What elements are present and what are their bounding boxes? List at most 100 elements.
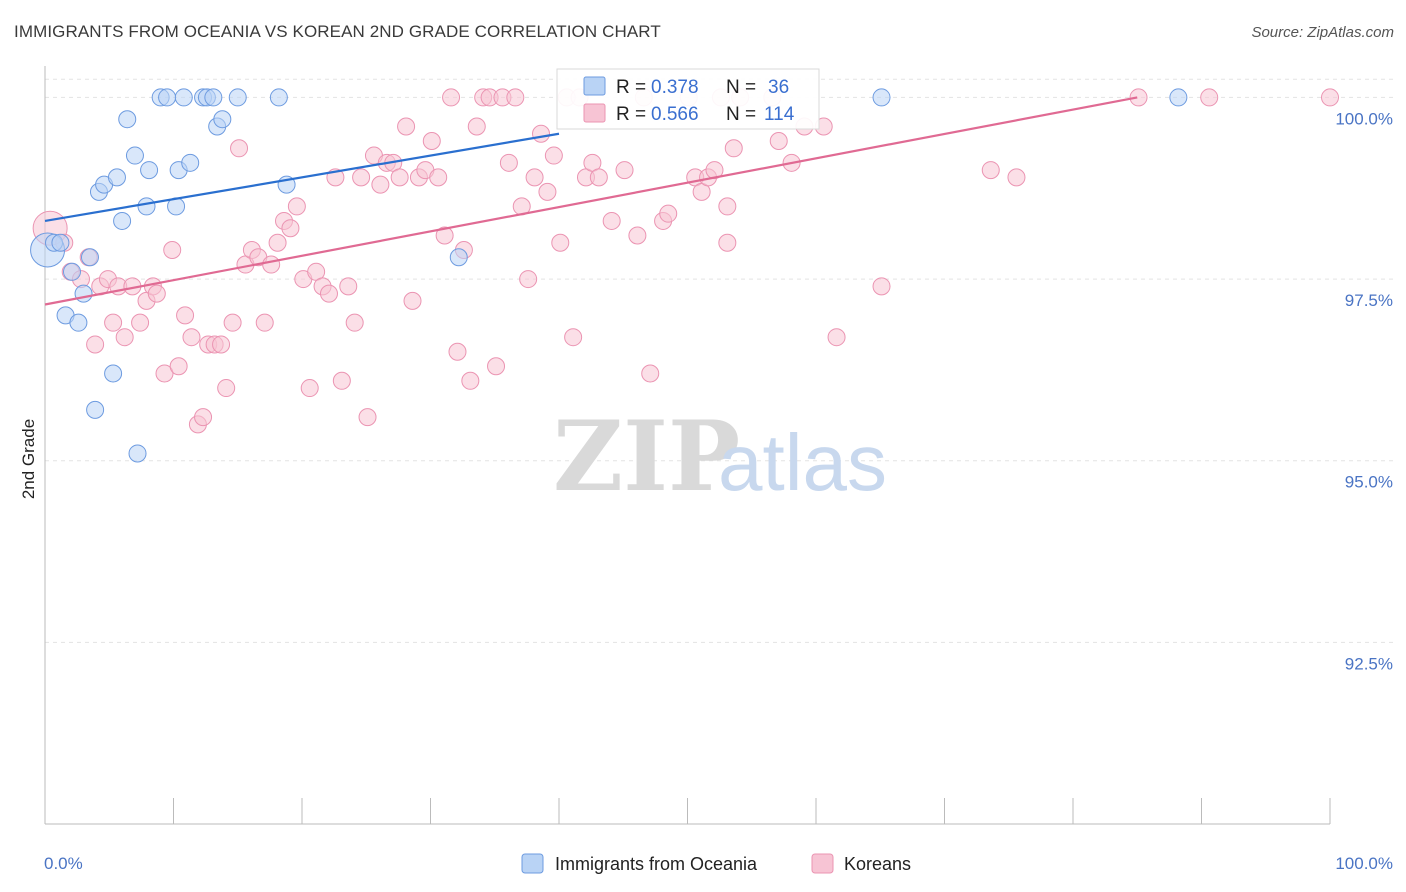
oceania-point [62,262,81,281]
chart-title: IMMIGRANTS FROM OCEANIA VS KOREAN 2ND GR… [14,22,661,41]
korean-point [104,313,123,332]
korean-point [487,357,506,376]
korean-point [155,364,174,383]
korean-point [551,233,570,252]
korean-point [499,153,518,172]
korean-point [182,328,201,347]
stats-r-value-pink: 0.566 [651,104,699,125]
korean-point [176,306,195,325]
oceania-point [181,153,200,172]
watermark-atlas: atlas [718,418,887,507]
oceania-point [1169,88,1188,107]
korean-point [345,313,364,332]
oceania-point [118,110,137,129]
korean-point [262,255,281,274]
oceania-point [158,88,177,107]
korean-point [403,291,422,310]
stats-r-label-blue: R = [616,77,646,98]
korean-point [827,328,846,347]
korean-point [506,88,525,107]
trend-lines [44,96,1138,306]
stats-n-label-pink: N = [726,104,756,125]
series-legend: Immigrants from Oceania Koreans [521,853,911,874]
y-tick-label: 92.5% [1345,654,1393,673]
korean-point [169,357,188,376]
stats-legend-swatch-blue [583,76,606,96]
korean-point [872,277,891,296]
korean-point [131,313,150,332]
oceania-point [125,146,144,165]
oceania-point [228,88,247,107]
korean-point [287,197,306,216]
korean-point [724,139,743,158]
korean-point [628,226,647,245]
stats-n-label-blue: N = [726,77,756,98]
korean-point [255,313,274,332]
watermark: ZIP atlas [553,400,887,513]
oceania-point [872,88,891,107]
oceania-point [269,88,288,107]
koreans-points [32,88,1339,434]
korean-point [769,132,788,151]
korean-point [981,161,1000,180]
korean-point [589,168,608,187]
korean-point [1321,88,1339,107]
korean-point [358,408,377,427]
oceania-point [174,88,193,107]
korean-point [718,197,737,216]
korean-point [564,328,583,347]
korean-point [422,132,441,151]
x-tick-label-max: 100.0% [1335,854,1393,873]
korean-point [461,371,480,390]
korean-point [371,175,390,194]
korean-point [1200,88,1219,107]
watermark-zip: ZIP [553,400,740,513]
korean-point [194,408,213,427]
x-tick-label-min: 0.0% [44,854,83,873]
oceania-point [51,233,70,252]
korean-point [1007,168,1026,187]
korean-point [352,168,371,187]
oceania-point [204,88,223,107]
stats-legend-swatch-pink [583,103,606,123]
oceania-point [69,313,88,332]
oceania-point [140,161,159,180]
korean-point [519,270,538,289]
source-credit: Source: ZipAtlas.com [1251,24,1394,41]
korean-point [217,379,236,398]
stats-legend: R = 0.378 N = 36 R = 0.566 N = 114 [556,68,820,130]
oceania-point [107,168,126,187]
oceania-point [74,284,93,303]
y-tick-label: 95.0% [1345,473,1393,492]
korean-point [525,168,544,187]
y-axis-title: 2nd Grade [19,419,38,499]
korean-point [429,168,448,187]
korean-point [281,219,300,238]
korean-point [230,139,249,158]
oceania-point [104,364,123,383]
oceania-point [137,197,156,216]
korean-point [641,364,660,383]
korean-point [397,117,416,136]
y-tick-label: 100.0% [1335,109,1393,128]
korean-point [544,146,563,165]
korean-point [223,313,242,332]
korean-point [339,277,358,296]
korean-point [332,371,351,390]
korean-point [442,88,461,107]
stats-n-value-pink: 114 [764,104,795,125]
legend-swatch-koreans [811,853,834,874]
oceania-point [128,444,147,463]
korean-point [615,161,634,180]
stats-r-label-pink: R = [616,104,646,125]
legend-swatch-oceania [521,853,544,874]
legend-label-koreans: Koreans [844,854,911,874]
korean-point [435,226,454,245]
korean-point [467,117,486,136]
stats-n-value-blue: 36 [768,77,789,98]
oceania-point [86,400,105,419]
oceania-points [30,88,1188,463]
oceania-point [449,248,468,267]
korean-point [659,204,678,223]
